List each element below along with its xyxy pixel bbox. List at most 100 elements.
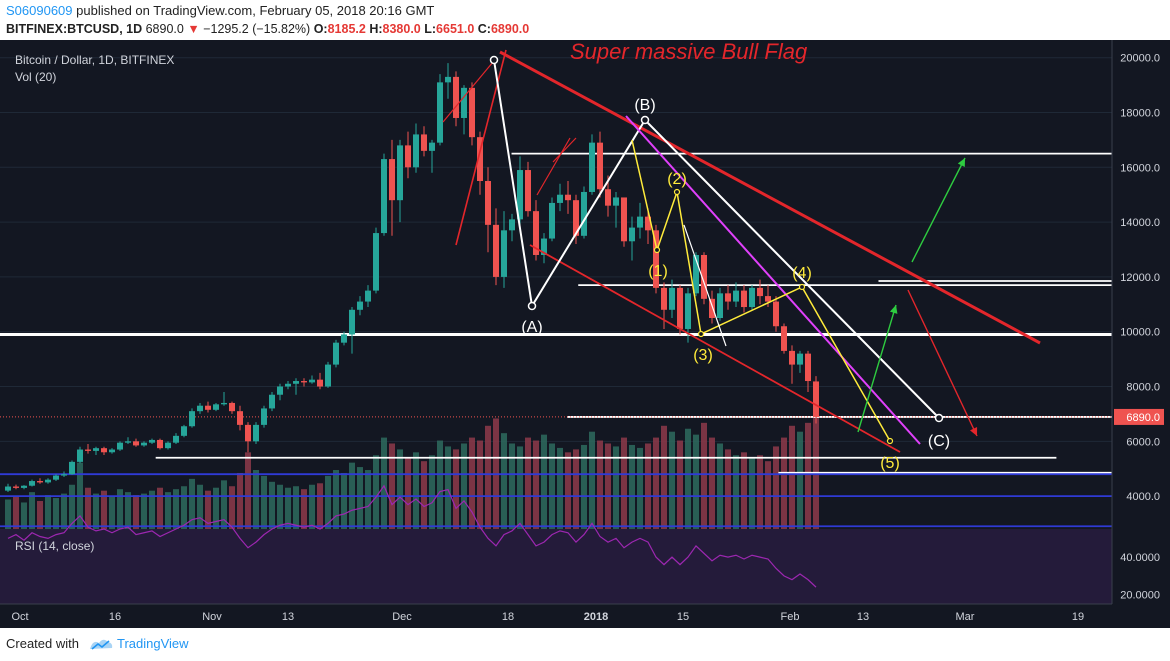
volume-bar <box>677 440 683 529</box>
time-tick-label: 13 <box>282 611 294 623</box>
volume-bar <box>573 449 579 529</box>
candle-body <box>21 485 27 488</box>
candle-body <box>229 402 235 412</box>
candle-body <box>557 194 563 203</box>
candle-body <box>389 159 395 201</box>
candle-body <box>205 405 211 410</box>
price-chart-svg[interactable]: (A) (B) (C) (1) (2) (3) (4) (5) 20000.0 18000.0 1… <box>0 39 1170 628</box>
volume-bar <box>317 483 323 529</box>
volume-bar <box>637 447 643 529</box>
impulse-wave-line <box>631 139 891 442</box>
volume-bar <box>701 422 707 529</box>
volume-bar <box>525 437 531 529</box>
candle-body <box>277 386 283 395</box>
volume-bar <box>5 499 11 529</box>
candle-body <box>189 411 195 427</box>
candle-body <box>581 191 587 236</box>
volume-bar <box>13 496 19 529</box>
volume-bar <box>277 484 283 529</box>
volume-bar <box>45 495 51 529</box>
wave-node <box>527 301 537 311</box>
candle-body <box>37 481 43 483</box>
wave-label-c: (C) <box>928 433 950 450</box>
volume-bar <box>229 486 235 529</box>
flag-small-red-2 <box>552 137 577 163</box>
candle-body <box>709 298 715 319</box>
volume-bar <box>429 455 435 529</box>
bull-flag-annotation: Super massive Bull Flag <box>570 40 808 64</box>
candle-body <box>237 411 243 425</box>
rsi-tick-label: 20.0000 <box>1120 590 1160 602</box>
volume-bar <box>157 487 163 529</box>
candle-body <box>13 486 19 488</box>
price-tick-label: 8000.0 <box>1126 382 1160 394</box>
candle-body <box>645 216 651 231</box>
candle-body <box>565 194 571 201</box>
price-axis[interactable]: 20000.0 18000.0 16000.0 14000.0 12000.0 10000… <box>1111 40 1164 604</box>
candle-body <box>101 448 107 453</box>
candle-body <box>453 76 459 118</box>
candle-body <box>309 379 315 383</box>
low-value: 6651.0 <box>436 22 475 36</box>
volume-bar <box>621 437 627 529</box>
green-arrow-up-2 <box>857 304 897 433</box>
volume-bar <box>581 444 587 529</box>
volume-bar <box>61 493 67 529</box>
candle-body <box>725 293 731 302</box>
volume-bar <box>309 484 315 529</box>
candle-body <box>109 449 115 453</box>
volume-bar <box>253 470 259 529</box>
tradingview-link[interactable]: TradingView <box>117 636 189 651</box>
volume-bar <box>341 472 347 529</box>
volume-label: Vol (20) <box>15 70 56 84</box>
volume-bar <box>461 443 467 529</box>
wave-label-a: (A) <box>521 319 542 336</box>
time-tick-label: Oct <box>11 611 28 623</box>
volume-bars <box>5 414 819 529</box>
candle-body <box>181 426 187 436</box>
low-label: L: <box>424 22 437 36</box>
volume-bar <box>765 461 771 529</box>
price-tick-label: 14000.0 <box>1120 217 1160 229</box>
chart-area[interactable]: (A) (B) (C) (1) (2) (3) (4) (5) 20000.0 18000.0 1… <box>0 39 1170 628</box>
volume-bar <box>245 452 251 529</box>
candle-body <box>93 448 99 451</box>
volume-bar <box>269 481 275 529</box>
volume-bar <box>533 440 539 529</box>
wave-node <box>934 413 944 423</box>
rsi-panel <box>0 529 1112 604</box>
price-tick-label: 18000.0 <box>1120 108 1160 120</box>
candle-body <box>213 404 219 410</box>
volume-bar <box>597 440 603 529</box>
candle-body <box>741 290 747 308</box>
candle-body <box>125 441 131 443</box>
volume-bar <box>749 458 755 529</box>
volume-bar <box>469 437 475 529</box>
time-tick-label: 19 <box>1072 611 1084 623</box>
volume-bar <box>21 502 27 529</box>
volume-bar <box>509 443 515 529</box>
time-axis[interactable]: Oct 16 Nov 13 Dec 18 2018 15 Feb 13 Mar 19 <box>0 603 1112 623</box>
candle-body <box>333 342 339 365</box>
volume-bar <box>141 493 147 529</box>
chart-title: Bitcoin / Dollar, 1D, BITFINEX <box>15 53 174 67</box>
time-tick-label: Dec <box>392 611 412 623</box>
candle-body <box>589 142 595 192</box>
wave-node <box>653 246 661 254</box>
candle-body <box>629 227 635 242</box>
candle-body <box>45 479 51 483</box>
candle-body <box>317 379 323 387</box>
author-link[interactable]: S06090609 <box>6 3 73 18</box>
high-label: H: <box>369 22 383 36</box>
volume-bar <box>149 490 155 529</box>
current-price-badge <box>1114 408 1164 425</box>
candle-body <box>477 137 483 182</box>
volume-bar <box>173 489 179 529</box>
volume-bar <box>517 446 523 529</box>
candle-body <box>517 170 523 220</box>
candle-body <box>221 402 227 405</box>
volume-bar <box>645 443 651 529</box>
wave-label-b: (B) <box>634 97 655 114</box>
volume-bar <box>301 489 307 529</box>
candle-body <box>693 254 699 294</box>
